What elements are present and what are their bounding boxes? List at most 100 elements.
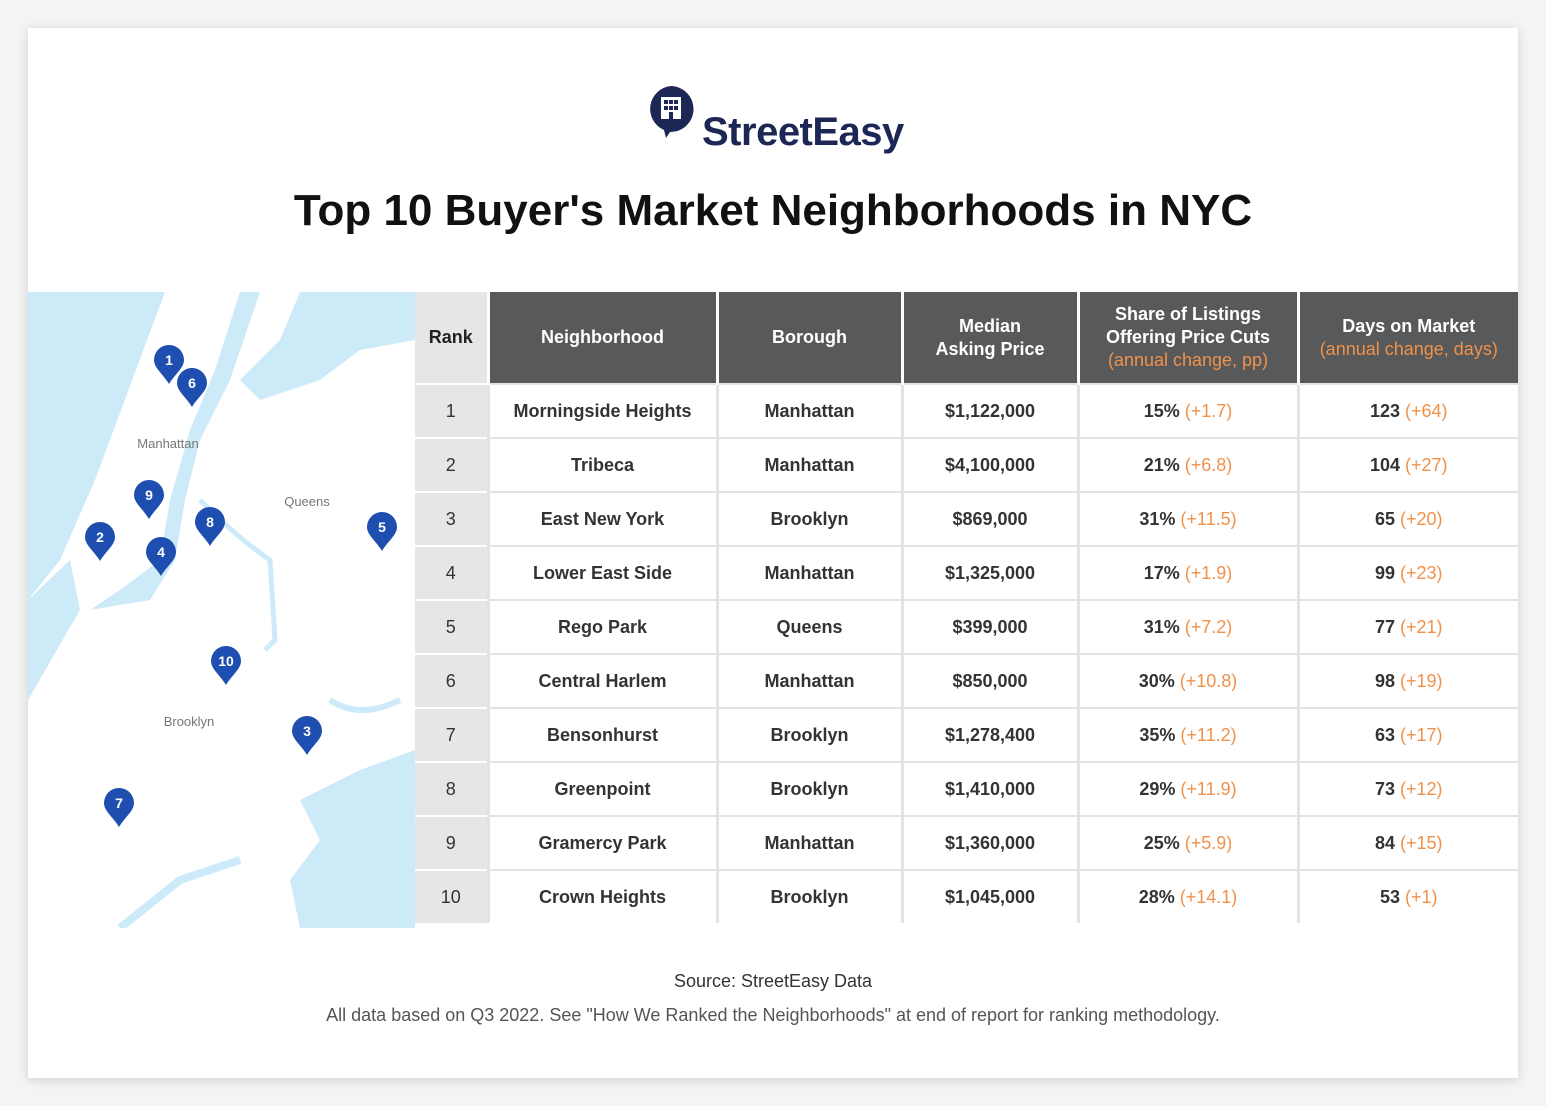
days-value: 65 <box>1374 508 1395 529</box>
share-value: 25% <box>1143 832 1180 853</box>
days-change: (+20) <box>1400 508 1443 529</box>
pin-label: 10 <box>218 653 234 669</box>
pin-label: 2 <box>96 529 104 545</box>
pin-label: 5 <box>378 519 386 535</box>
share-cell: 21% (+6.8) <box>1076 437 1298 492</box>
neighborhood-cell: Rego Park <box>486 599 717 654</box>
rank-cell: 6 <box>415 653 488 708</box>
map-pin: 5 <box>367 512 397 551</box>
title: Top 10 Buyer's Market Neighborhoods in N… <box>293 186 1253 235</box>
pin-shape <box>154 345 184 384</box>
borough-cell: Brooklyn <box>715 761 902 816</box>
days-value: 104 <box>1369 454 1400 475</box>
share-value: 21% <box>1143 454 1180 475</box>
share-cell: 29% (+11.9) <box>1076 761 1298 816</box>
rank-cell: 9 <box>415 815 488 870</box>
pin-label: 8 <box>206 514 214 530</box>
pin-shape <box>85 522 115 561</box>
table-row: 6 Central Harlem Manhattan $850,000 30% (+10… <box>415 653 1518 708</box>
borough-cell: Manhattan <box>715 815 902 870</box>
pin-label: 3 <box>303 723 311 739</box>
neighborhood-cell: Tribeca <box>486 437 717 492</box>
map: Manhattan Queens Brooklyn 1 2 3 4 5 6 7 8 9 10 <box>28 292 415 928</box>
pin-label: 9 <box>145 487 153 503</box>
rank-cell: 5 <box>415 599 488 654</box>
pin-shape <box>211 646 241 685</box>
neighborhood-cell: East New York <box>486 491 717 546</box>
borough-cell: Brooklyn <box>715 869 902 923</box>
neighborhood-cell: Morningside Heights <box>486 383 717 438</box>
share-cell: 30% (+10.8) <box>1076 653 1298 708</box>
map-pin: 7 <box>103 787 134 827</box>
share-change: (+11.5) <box>1180 508 1237 529</box>
table-row: 8 Greenpoint Brooklyn $1,410,000 29% (+11.9)… <box>415 761 1518 816</box>
price-cell: $1,278,400 <box>900 707 1078 762</box>
pin-shape <box>134 480 164 519</box>
area-label: Manhattan <box>137 436 198 451</box>
pin-shape <box>367 512 397 551</box>
rank-cell: 2 <box>415 437 488 492</box>
days-cell: 84 (+15) <box>1296 815 1518 870</box>
header-note: (annual change, pp) <box>1107 350 1269 370</box>
days-cell: 123 (+64) <box>1296 383 1518 438</box>
days-cell: 65 (+20) <box>1296 491 1518 546</box>
days-cell: 63 (+17) <box>1296 707 1518 762</box>
footnote: All data based on Q3 2022. See "How We R… <box>326 1005 1220 1025</box>
share-value: 31% <box>1143 616 1180 637</box>
days-value: 123 <box>1369 400 1400 421</box>
map-pin: 1 <box>154 345 184 384</box>
share-value: 28% <box>1138 886 1175 907</box>
neighborhood-cell: Bensonhurst <box>486 707 717 762</box>
days-change: (+27) <box>1405 454 1448 475</box>
borough-cell: Brooklyn <box>715 707 902 762</box>
map-pin: 3 <box>292 716 322 755</box>
pin-shape <box>177 368 207 407</box>
share-cell: 31% (+7.2) <box>1076 599 1298 654</box>
borough-cell: Brooklyn <box>715 491 902 546</box>
table: Rank Neighborhood Borough Median Asking Pric… <box>415 292 1518 923</box>
borough-cell: Manhattan <box>715 383 902 438</box>
map-pin: 10 <box>211 646 241 685</box>
map-pin: 6 <box>177 368 207 407</box>
days-value: 99 <box>1374 562 1395 583</box>
share-change: (+11.9) <box>1180 778 1237 799</box>
borough-cell: Manhattan <box>715 437 902 492</box>
pin-label: 1 <box>165 352 173 368</box>
column-header: Rank <box>415 292 488 384</box>
column-header: Median Asking Price <box>900 292 1078 384</box>
table-row: 5 Rego Park Queens $399,000 31% (+7.2) 77 (+2… <box>415 599 1518 654</box>
price-cell: $4,100,000 <box>900 437 1078 492</box>
share-change: (+1.7) <box>1184 400 1233 421</box>
price-cell: $399,000 <box>900 599 1078 654</box>
pin-shape <box>146 537 176 576</box>
header-line: Days on Market <box>1342 315 1476 336</box>
share-change: (+11.2) <box>1180 724 1237 745</box>
rank-cell: 10 <box>415 869 488 923</box>
card: StreetEasy Top 10 Buyer's Market Neighbo… <box>28 28 1518 1078</box>
header-line: Rank <box>428 327 473 347</box>
header-line: Median <box>958 315 1021 336</box>
table-row: 3 East New York Brooklyn $869,000 31% (+11.5… <box>415 491 1518 546</box>
price-cell: $869,000 <box>900 491 1078 546</box>
pin-shape <box>292 716 322 755</box>
share-value: 30% <box>1138 670 1175 691</box>
logo-icon <box>650 86 694 138</box>
share-change: (+7.2) <box>1184 616 1233 637</box>
map-pin: 2 <box>85 522 115 561</box>
rank-cell: 1 <box>415 383 488 438</box>
pin-label: 7 <box>115 795 123 811</box>
table-row: 4 Lower East Side Manhattan $1,325,000 17% (… <box>415 545 1518 600</box>
share-value: 35% <box>1139 724 1176 745</box>
days-change: (+23) <box>1400 562 1443 583</box>
header-line: Neighborhood <box>541 327 664 347</box>
column-header: Borough <box>715 292 902 384</box>
days-change: (+15) <box>1400 832 1443 853</box>
price-cell: $1,122,000 <box>900 383 1078 438</box>
days-value: 63 <box>1374 724 1395 745</box>
borough-cell: Manhattan <box>715 653 902 708</box>
share-cell: 17% (+1.9) <box>1076 545 1298 600</box>
pin-shape <box>103 787 134 827</box>
days-change: (+64) <box>1405 400 1448 421</box>
share-change: (+6.8) <box>1184 454 1233 475</box>
share-value: 31% <box>1139 508 1176 529</box>
